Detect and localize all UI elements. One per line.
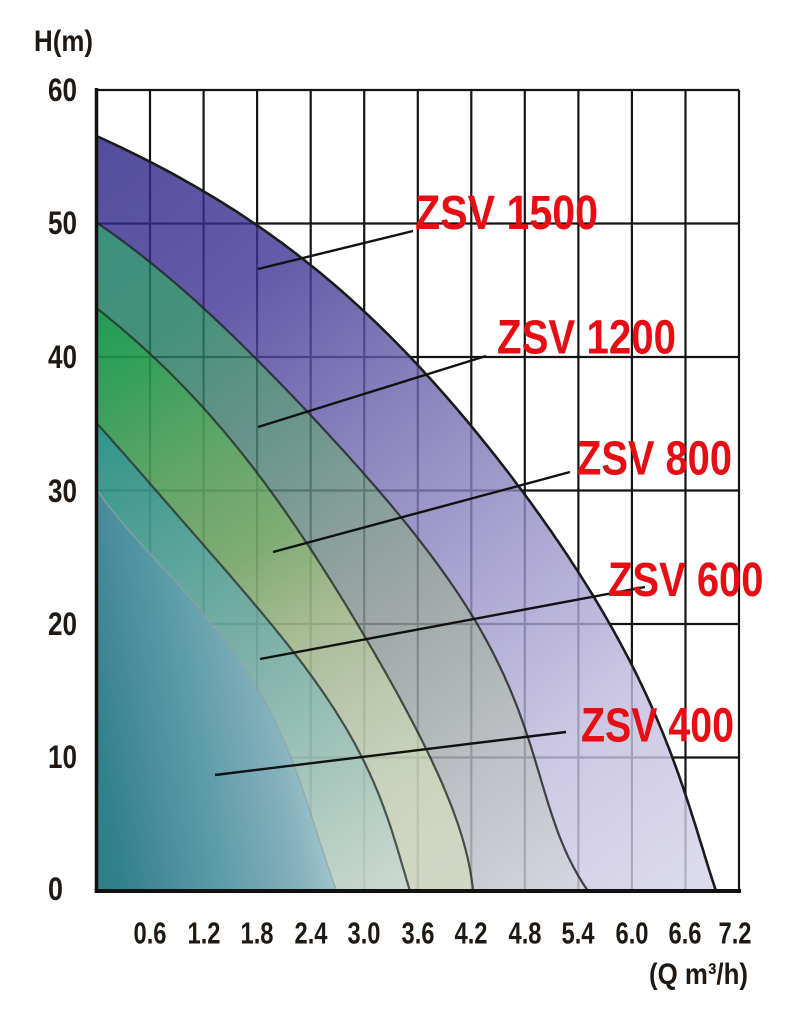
svg-text:0.6: 0.6 [134, 916, 167, 951]
svg-text:ZSV 1200: ZSV 1200 [497, 312, 676, 365]
svg-text:5.4: 5.4 [562, 916, 596, 951]
svg-text:40: 40 [48, 339, 77, 375]
svg-text:6.0: 6.0 [616, 916, 649, 951]
svg-text:(Q m³/h): (Q m³/h) [649, 958, 748, 991]
svg-text:ZSV 800: ZSV 800 [577, 433, 732, 486]
svg-text:ZSV 1500: ZSV 1500 [415, 187, 598, 240]
svg-text:10: 10 [48, 739, 77, 775]
svg-text:H(m): H(m) [34, 25, 93, 58]
svg-text:1.8: 1.8 [241, 916, 274, 951]
svg-text:ZSV 400: ZSV 400 [581, 700, 734, 753]
svg-text:3.6: 3.6 [402, 916, 435, 951]
svg-text:20: 20 [48, 606, 77, 642]
svg-text:6.6: 6.6 [669, 916, 702, 951]
svg-text:ZSV 600: ZSV 600 [608, 554, 764, 607]
svg-text:3.0: 3.0 [348, 916, 381, 951]
svg-text:30: 30 [48, 473, 77, 509]
svg-text:1.2: 1.2 [188, 916, 221, 951]
svg-text:50: 50 [48, 205, 77, 241]
svg-text:60: 60 [48, 72, 77, 108]
svg-text:4.8: 4.8 [509, 916, 542, 951]
svg-text:4.2: 4.2 [455, 916, 488, 951]
svg-text:2.4: 2.4 [295, 916, 329, 951]
svg-text:0: 0 [48, 871, 63, 907]
svg-text:7.2: 7.2 [719, 916, 752, 951]
